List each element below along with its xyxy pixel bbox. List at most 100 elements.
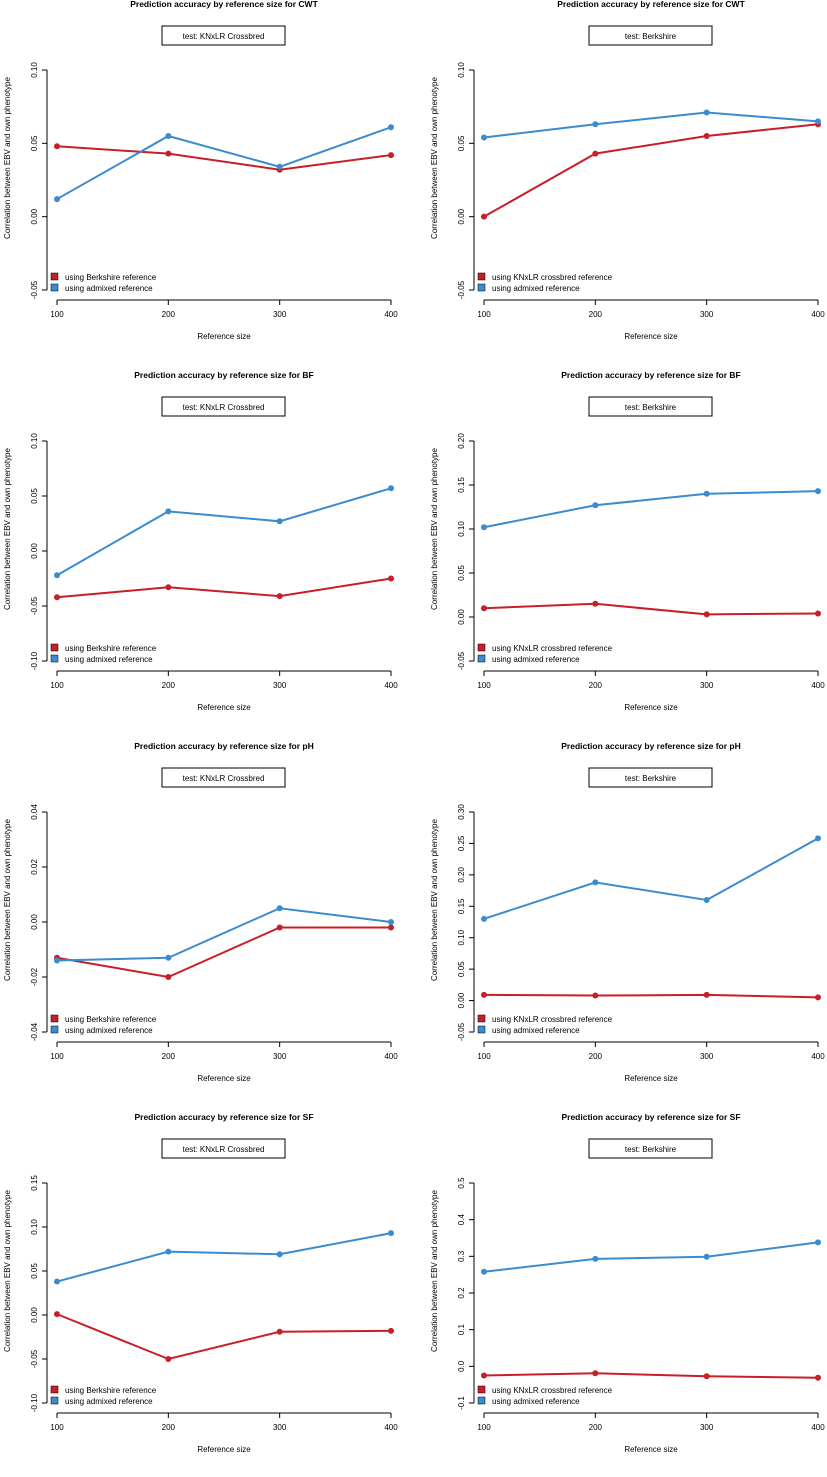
data-point	[481, 524, 487, 531]
y-tick-label: 0.15	[457, 477, 466, 493]
data-point	[165, 1356, 172, 1362]
legend-swatch	[477, 1396, 486, 1405]
data-point	[703, 991, 710, 998]
y-tick-label: -0.05	[30, 1349, 39, 1368]
series-2	[481, 835, 821, 922]
y-tick-label: -0.10	[30, 1393, 39, 1412]
x-tick-label: 100	[477, 1423, 491, 1432]
legend-label: using KNxLR crossbred reference	[492, 273, 613, 282]
data-point	[165, 954, 172, 961]
x-tick-label: 200	[589, 1052, 603, 1061]
y-tick-label: 0.05	[457, 135, 466, 151]
x-tick-label: 100	[477, 310, 491, 319]
x-tick-label: 400	[384, 681, 398, 690]
line-chart: Prediction accuracy by reference size fo…	[430, 370, 825, 712]
y-tick-label: -0.02	[30, 967, 39, 986]
series-line	[483, 123, 819, 218]
y-tick-label: 0.00	[457, 609, 466, 625]
data-point	[703, 611, 710, 618]
data-point	[54, 196, 60, 203]
line-chart: Prediction accuracy by reference size fo…	[3, 741, 398, 1083]
series-line	[56, 577, 392, 599]
series-line	[483, 837, 819, 920]
test-label-box	[161, 396, 286, 417]
x-tick-label: 100	[477, 681, 491, 690]
x-tick-label: 300	[700, 310, 714, 319]
legend-label: using admixed reference	[492, 655, 580, 664]
y-tick-label: 0.0	[457, 1360, 466, 1372]
series-line	[56, 487, 392, 577]
test-label: test: Berkshire	[625, 774, 677, 783]
legend-swatch	[50, 654, 59, 663]
x-tick-label: 300	[273, 1052, 287, 1061]
series-1	[481, 121, 821, 220]
test-label-box	[161, 25, 286, 46]
x-axis-label: Reference size	[197, 703, 251, 712]
y-tick-label: 0.2	[457, 1287, 466, 1299]
data-point	[165, 584, 172, 591]
chart-title: Prediction accuracy by reference size fo…	[561, 1112, 740, 1122]
legend-swatch	[477, 1025, 486, 1034]
series-2	[481, 109, 821, 141]
y-tick-label: 0.25	[457, 835, 466, 851]
data-point	[388, 924, 394, 931]
legend-label: using admixed reference	[65, 1397, 153, 1406]
y-tick-label: -0.04	[30, 1022, 39, 1041]
legend: using Berkshire reference using admixed r…	[50, 272, 157, 293]
x-axis-label: Reference size	[624, 1445, 678, 1454]
data-point	[481, 991, 487, 998]
x-tick-label: 200	[162, 1423, 176, 1432]
line-chart: Prediction accuracy by reference size fo…	[3, 370, 398, 712]
y-tick-label: 0.10	[457, 929, 466, 945]
line-chart: Prediction accuracy by reference size fo…	[3, 0, 398, 341]
legend-swatch	[477, 1014, 486, 1023]
x-tick-label: 200	[589, 1423, 603, 1432]
series-1	[54, 1311, 394, 1362]
y-axis-label: Correlation between EBV and own phenotyp…	[430, 448, 439, 610]
data-point	[54, 572, 60, 579]
series-line	[56, 1313, 392, 1361]
data-point	[592, 1255, 599, 1262]
x-tick-label: 400	[811, 1423, 825, 1432]
data-point	[592, 600, 599, 607]
x-tick-label: 100	[50, 310, 64, 319]
legend-swatch	[50, 1385, 59, 1394]
chart-panel: Prediction accuracy by reference size fo…	[0, 0, 413, 364]
x-axis-label: Reference size	[624, 1074, 678, 1083]
series-line	[56, 907, 392, 962]
y-tick-label: 0.00	[30, 1307, 39, 1323]
y-axis-label: Correlation between EBV and own phenotyp…	[3, 448, 12, 610]
legend-label: using admixed reference	[492, 284, 580, 293]
data-point	[815, 1374, 821, 1381]
legend-swatch	[477, 643, 486, 652]
chart-title: Prediction accuracy by reference size fo…	[561, 741, 741, 751]
legend-swatch	[50, 272, 59, 281]
y-tick-label: -0.05	[457, 651, 466, 670]
y-tick-label: 0.05	[30, 135, 39, 151]
series-line	[483, 602, 819, 616]
data-point	[54, 1278, 60, 1285]
legend-swatch	[50, 1396, 59, 1405]
x-tick-label: 300	[700, 1052, 714, 1061]
x-tick-label: 200	[589, 681, 603, 690]
test-label-box	[588, 1138, 713, 1159]
data-point	[54, 594, 60, 601]
data-point	[481, 213, 487, 220]
legend-label: using KNxLR crossbred reference	[492, 1386, 613, 1395]
series-line	[483, 111, 819, 139]
test-label-box	[588, 767, 713, 788]
y-tick-label: 0.10	[30, 433, 39, 449]
data-point	[703, 897, 710, 903]
data-point	[592, 150, 599, 157]
series-line	[483, 1372, 819, 1379]
y-tick-label: 0.20	[457, 433, 466, 449]
test-label: test: KNxLR Crossbred	[183, 774, 265, 783]
test-label: test: Berkshire	[625, 1145, 677, 1154]
data-point	[815, 610, 821, 617]
y-tick-label: 0.10	[457, 62, 466, 78]
y-axis-label: Correlation between EBV and own phenotyp…	[3, 77, 12, 239]
series-2	[481, 488, 821, 531]
data-point	[388, 919, 394, 925]
legend-swatch	[50, 643, 59, 652]
x-axis-label: Reference size	[197, 1074, 251, 1083]
